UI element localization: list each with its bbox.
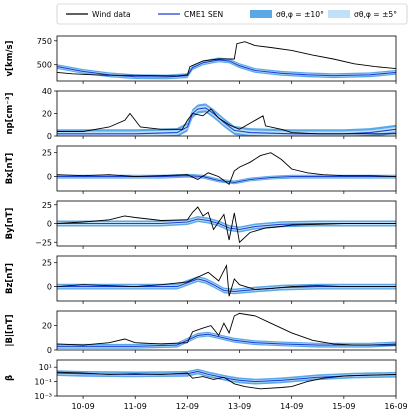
panel-beta: 10⁻³ 10⁻¹ 10¹ β — [5, 359, 397, 401]
plot-area-np — [57, 103, 396, 136]
ytick-label-np-0: 0 — [47, 132, 52, 141]
band-5deg-bz — [57, 277, 396, 293]
axes-frame-v — [56, 35, 397, 82]
ytick-label-bx-0: 0 — [47, 173, 52, 182]
wind-line-beta — [57, 371, 396, 390]
panel-v: 500 750 v[km/s] — [5, 35, 397, 84]
ytick-label-bx-1: 25 — [42, 149, 52, 158]
plot-area-by — [57, 206, 396, 244]
ytick-label-np-1: 20 — [42, 110, 52, 119]
panel-np: 0 20 40 np[cm⁻³] — [5, 87, 397, 141]
xtick-label-3: 13-09 — [228, 402, 251, 411]
xtick-label-5: 15-09 — [332, 402, 355, 411]
ytick-label-v-0: 500 — [37, 61, 52, 70]
ytick-label-np-2: 40 — [42, 87, 52, 96]
ytick-label-bz-0: 0 — [47, 283, 52, 292]
axes-frame-b — [56, 310, 397, 351]
plot-area-beta — [57, 368, 396, 390]
xtick-label-4: 14-09 — [280, 402, 303, 411]
x-axis-labels: 10-09 11-09 12-09 13-09 14-09 15-09 16-09 — [71, 402, 407, 411]
wind-line-bz — [57, 263, 396, 297]
ylabel-beta: β — [5, 375, 15, 381]
ytick-label-beta-0: 10⁻³ — [34, 392, 52, 401]
wind-line-bx — [57, 152, 396, 186]
ytick-label-beta-2: 10¹ — [39, 363, 52, 372]
legend-frame — [56, 3, 408, 25]
xtick-label-1: 11-09 — [124, 402, 147, 411]
legend-swatch-2 — [250, 10, 272, 18]
ylabel-bx: Bx[nT] — [5, 153, 15, 185]
xtick-label-0: 10-09 — [71, 402, 94, 411]
model-line-v — [57, 59, 396, 78]
axes-frame-bz — [56, 255, 397, 302]
ytick-label-by-0: −25 — [35, 238, 52, 247]
ylabel-v: v[km/s] — [5, 40, 15, 76]
panel-by: −25 0 25 By[nT] — [5, 200, 397, 249]
plot-area-b — [57, 312, 396, 349]
plot-area-bz — [57, 263, 396, 297]
ylabel-b: |B|[nT] — [5, 314, 15, 346]
ytick-label-b-1: 20 — [42, 322, 52, 331]
model-line-bx — [57, 175, 396, 183]
axes-frame-bx — [56, 145, 397, 192]
ylabel-np: np[cm⁻³] — [5, 92, 15, 134]
legend-label-1: CME1 SEN — [184, 10, 223, 19]
model-line-b — [57, 333, 396, 347]
band-5deg-beta — [57, 370, 396, 383]
wind-line-b — [57, 312, 396, 346]
xtick-label-6: 16-09 — [384, 402, 407, 411]
ylabel-by: By[nT] — [5, 208, 15, 240]
legend-swatch-3 — [328, 10, 350, 18]
wind-line-v — [57, 41, 396, 77]
panel-bz: 0 25 Bz[nT] — [5, 255, 397, 304]
axes-frame-beta — [56, 359, 397, 397]
ytick-label-v-1: 750 — [37, 37, 52, 46]
legend-label-2: σθ,φ = ±10° — [276, 10, 324, 19]
panel-bx: 0 25 Bx[nT] — [5, 145, 397, 194]
legend-label-0: Wind data — [92, 10, 131, 19]
ytick-label-b-0: 0 — [47, 346, 52, 355]
ylabel-bz: Bz[nT] — [5, 263, 15, 294]
wind-line-np — [57, 108, 396, 135]
plot-area-bx — [57, 152, 396, 186]
band-10deg-by — [57, 216, 396, 233]
ytick-label-by-1: 0 — [47, 220, 52, 229]
ytick-label-beta-1: 10⁻¹ — [34, 378, 52, 387]
panel-b: 0 20 |B|[nT] — [5, 310, 397, 355]
wind-line-by — [57, 206, 396, 244]
ytick-label-by-2: 25 — [42, 201, 52, 210]
legend: Wind data CME1 SEN σθ,φ = ±10° σθ,φ = ±5° — [56, 3, 408, 25]
band-5deg-b — [57, 332, 396, 348]
model-line-by — [57, 218, 396, 231]
legend-label-3: σθ,φ = ±5° — [354, 10, 397, 19]
plot-area-v — [57, 41, 396, 80]
panels: 500 750 v[km/s] 0 20 40 np[cm⁻³] 0 25 Bx[nT] −25 0 2… — [5, 35, 408, 411]
xtick-label-2: 12-09 — [176, 402, 199, 411]
ytick-label-bz-1: 25 — [42, 259, 52, 268]
